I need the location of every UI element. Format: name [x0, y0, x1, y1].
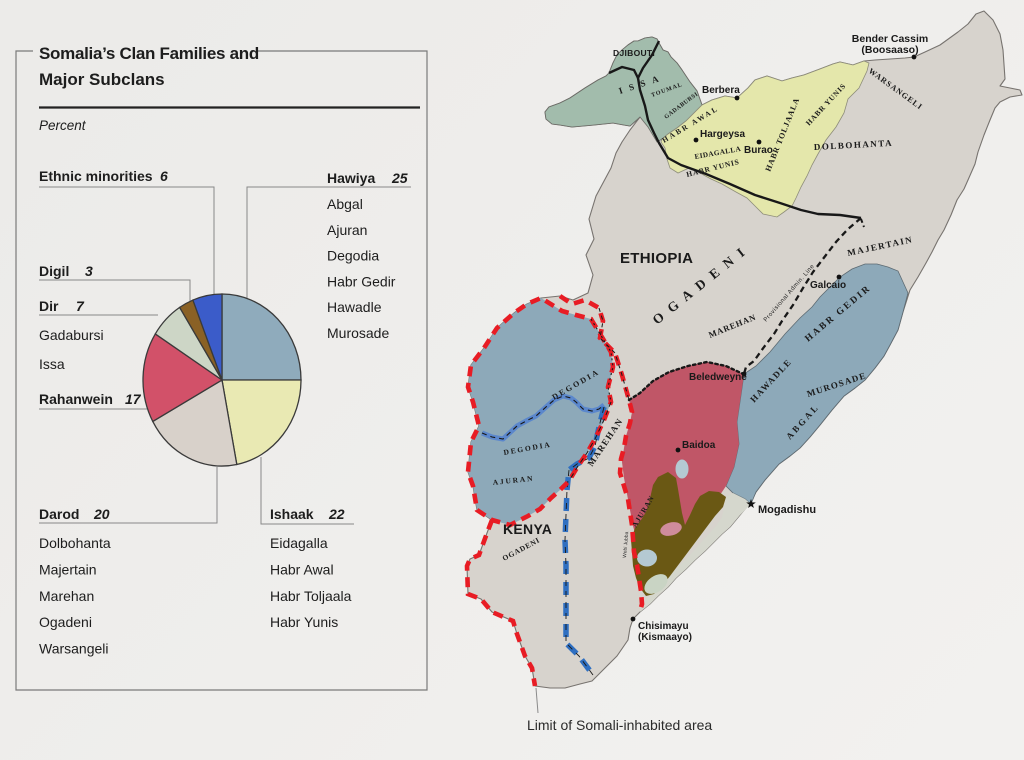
- svg-text:6: 6: [160, 168, 168, 184]
- svg-text:Major Subclans: Major Subclans: [39, 70, 165, 89]
- svg-text:Issa: Issa: [39, 356, 65, 372]
- svg-text:Beledweyne: Beledweyne: [689, 372, 747, 383]
- svg-text:20: 20: [93, 506, 110, 522]
- svg-text:ETHIOPIA: ETHIOPIA: [620, 250, 693, 267]
- svg-text:Mogadishu: Mogadishu: [758, 504, 816, 516]
- svg-text:Dir: Dir: [39, 298, 59, 314]
- svg-text:Hawadle: Hawadle: [327, 299, 382, 315]
- svg-text:3: 3: [85, 263, 93, 279]
- svg-text:AJURAN: AJURAN: [492, 474, 534, 487]
- svg-text:(Kismaayo): (Kismaayo): [638, 632, 692, 643]
- svg-text:25: 25: [391, 170, 408, 186]
- svg-text:Berbera: Berbera: [702, 85, 740, 96]
- svg-text:Majertain: Majertain: [39, 561, 97, 577]
- svg-text:Gadabursi: Gadabursi: [39, 327, 104, 343]
- svg-text:Ajuran: Ajuran: [327, 222, 367, 238]
- svg-text:Baidoa: Baidoa: [682, 440, 716, 451]
- svg-text:Rahanwein: Rahanwein: [39, 391, 113, 407]
- svg-text:Ethnic minorities: Ethnic minorities: [39, 168, 153, 184]
- svg-text:7: 7: [76, 298, 85, 314]
- svg-text:Burao: Burao: [744, 145, 773, 156]
- svg-text:Marehan: Marehan: [39, 588, 94, 604]
- svg-text:Dolbohanta: Dolbohanta: [39, 535, 111, 551]
- svg-text:Webi Jubba: Webi Jubba: [622, 531, 630, 558]
- svg-text:DJIBOUTI: DJIBOUTI: [613, 48, 655, 58]
- svg-text:Percent: Percent: [39, 118, 87, 133]
- svg-text:Darod: Darod: [39, 506, 79, 522]
- svg-text:KENYA: KENYA: [503, 521, 552, 537]
- svg-text:Chisimayu: Chisimayu: [638, 621, 689, 632]
- svg-text:DOLBOHANTA: DOLBOHANTA: [814, 138, 894, 152]
- svg-text:Hawiya: Hawiya: [327, 170, 375, 186]
- svg-text:Degodia: Degodia: [327, 248, 379, 264]
- svg-text:(Boosaaso): (Boosaaso): [861, 44, 918, 56]
- svg-text:Bender Cassim: Bender Cassim: [852, 33, 928, 45]
- svg-text:Abgal: Abgal: [327, 196, 363, 212]
- svg-text:Habr Gedir: Habr Gedir: [327, 273, 396, 289]
- svg-text:Somalia’s Clan Families and: Somalia’s Clan Families and: [39, 44, 259, 63]
- svg-text:Habr Awal: Habr Awal: [270, 561, 334, 577]
- svg-text:22: 22: [328, 506, 345, 522]
- svg-text:Hargeysa: Hargeysa: [700, 129, 745, 140]
- svg-text:Limit of Somali-inhabited area: Limit of Somali-inhabited area: [527, 717, 712, 733]
- svg-text:Ishaak: Ishaak: [270, 506, 314, 522]
- svg-text:Habr Toljaala: Habr Toljaala: [270, 588, 352, 604]
- svg-text:Ogadeni: Ogadeni: [39, 614, 92, 630]
- svg-text:Habr Yunis: Habr Yunis: [270, 614, 338, 630]
- svg-text:17: 17: [125, 391, 142, 407]
- svg-text:Murosade: Murosade: [327, 325, 389, 341]
- svg-text:Digil: Digil: [39, 263, 69, 279]
- svg-text:Galcaio: Galcaio: [810, 280, 846, 291]
- svg-text:Warsangeli: Warsangeli: [39, 641, 109, 657]
- svg-text:Eidagalla: Eidagalla: [270, 535, 328, 551]
